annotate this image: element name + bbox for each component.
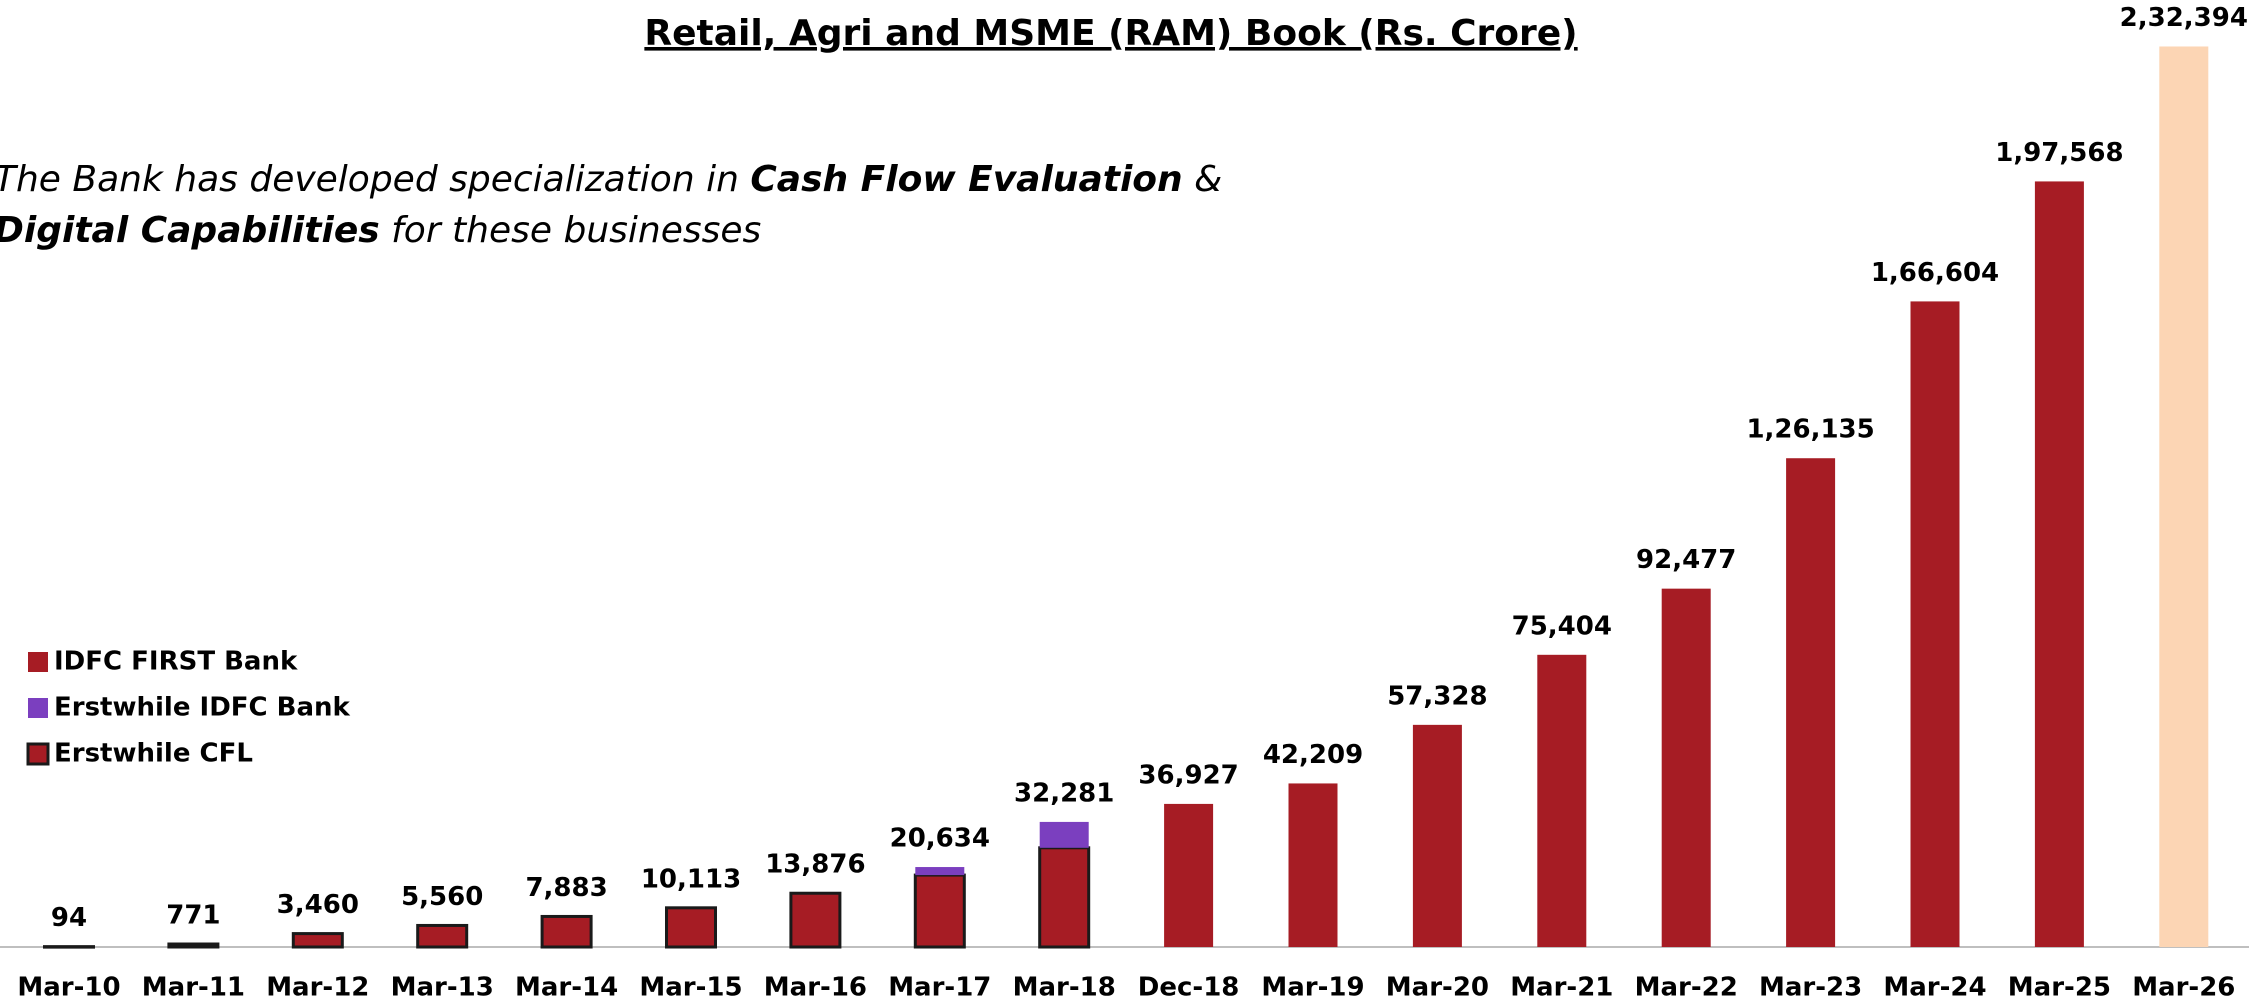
x-tick-label: Mar-26	[2132, 973, 2235, 999]
data-label: 10,113	[641, 864, 741, 894]
annotation-part: Digital Capabilities	[0, 210, 380, 251]
bar-segment	[1537, 654, 1587, 947]
legend-label: Erstwhile IDFC Bank	[54, 693, 351, 723]
bar-segment	[291, 932, 344, 949]
bar-segment	[665, 906, 717, 949]
data-label: 36,927	[1138, 760, 1238, 790]
annotation-part: &	[1183, 159, 1223, 200]
data-label: 1,26,135	[1746, 415, 1874, 445]
x-tick-label: Mar-15	[639, 973, 742, 999]
bar-segment	[1039, 821, 1089, 848]
data-label: 32,281	[1014, 778, 1114, 808]
legend-swatch	[28, 698, 48, 718]
x-tick-label: Mar-25	[2008, 973, 2111, 999]
bar-segment	[1412, 724, 1462, 947]
legend-label: Erstwhile CFL	[54, 739, 253, 769]
x-tick-label: Mar-23	[1759, 973, 1862, 999]
annotation: The Bank has developed specialization in…	[0, 159, 1222, 200]
x-tick-label: Mar-18	[1013, 973, 1116, 999]
bar-segment	[1910, 301, 1960, 947]
annotation-part: Cash Flow Evaluation	[750, 159, 1182, 200]
bar-segment	[2034, 181, 2084, 947]
data-label: 42,209	[1263, 740, 1363, 770]
data-label: 92,477	[1636, 545, 1736, 575]
data-label: 2,32,394	[2120, 3, 2248, 33]
data-label: 771	[166, 901, 220, 931]
x-tick-label: Mar-16	[764, 973, 867, 999]
bar-segment	[789, 891, 842, 949]
legend-swatch	[28, 652, 48, 672]
data-label: 94	[51, 903, 87, 933]
data-label: 5,560	[401, 882, 483, 912]
bar-segment	[913, 873, 966, 949]
bar-segment	[1038, 846, 1091, 949]
bar-segment	[915, 867, 965, 876]
bar-segment	[1786, 458, 1836, 947]
bar-segment	[167, 942, 220, 949]
bar-segment	[1661, 588, 1711, 947]
annotation: Digital Capabilities for these businesse…	[0, 210, 761, 251]
bar-segment	[540, 914, 593, 949]
x-tick-label: Mar-19	[1261, 973, 1364, 999]
bar-segment	[416, 923, 469, 949]
data-label: 75,404	[1512, 611, 1612, 641]
x-tick-label: Mar-17	[888, 973, 991, 999]
annotation-part: for these businesses	[380, 210, 762, 251]
data-label: 1,66,604	[1871, 258, 1999, 288]
bar-segment	[1164, 803, 1214, 947]
x-tick-label: Mar-22	[1635, 973, 1738, 999]
data-label: 57,328	[1387, 681, 1487, 711]
x-tick-label: Mar-20	[1386, 973, 1489, 999]
data-label: 7,883	[525, 873, 607, 903]
x-tick-label: Mar-10	[17, 973, 120, 999]
data-label: 13,876	[765, 850, 865, 880]
data-label: 20,634	[890, 824, 990, 854]
x-tick-label: Mar-11	[142, 973, 245, 999]
annotation-part: The Bank has developed specialization in	[0, 159, 750, 200]
x-tick-label: Mar-24	[1883, 973, 1986, 999]
legend-label: IDFC FIRST Bank	[54, 647, 298, 677]
chart-title: Retail, Agri and MSME (RAM) Book (Rs. Cr…	[644, 13, 1577, 54]
bar-segment	[2159, 46, 2209, 947]
x-tick-label: Mar-21	[1510, 973, 1613, 999]
x-tick-label: Dec-18	[1138, 973, 1240, 999]
legend-swatch	[26, 742, 50, 766]
bar-segment	[43, 945, 95, 949]
x-tick-label: Mar-12	[266, 973, 369, 999]
data-label: 1,97,568	[1995, 138, 2123, 168]
bar-segment	[1288, 783, 1338, 947]
data-label: 3,460	[277, 890, 359, 920]
x-tick-label: Mar-14	[515, 973, 618, 999]
x-tick-label: Mar-13	[391, 973, 494, 999]
